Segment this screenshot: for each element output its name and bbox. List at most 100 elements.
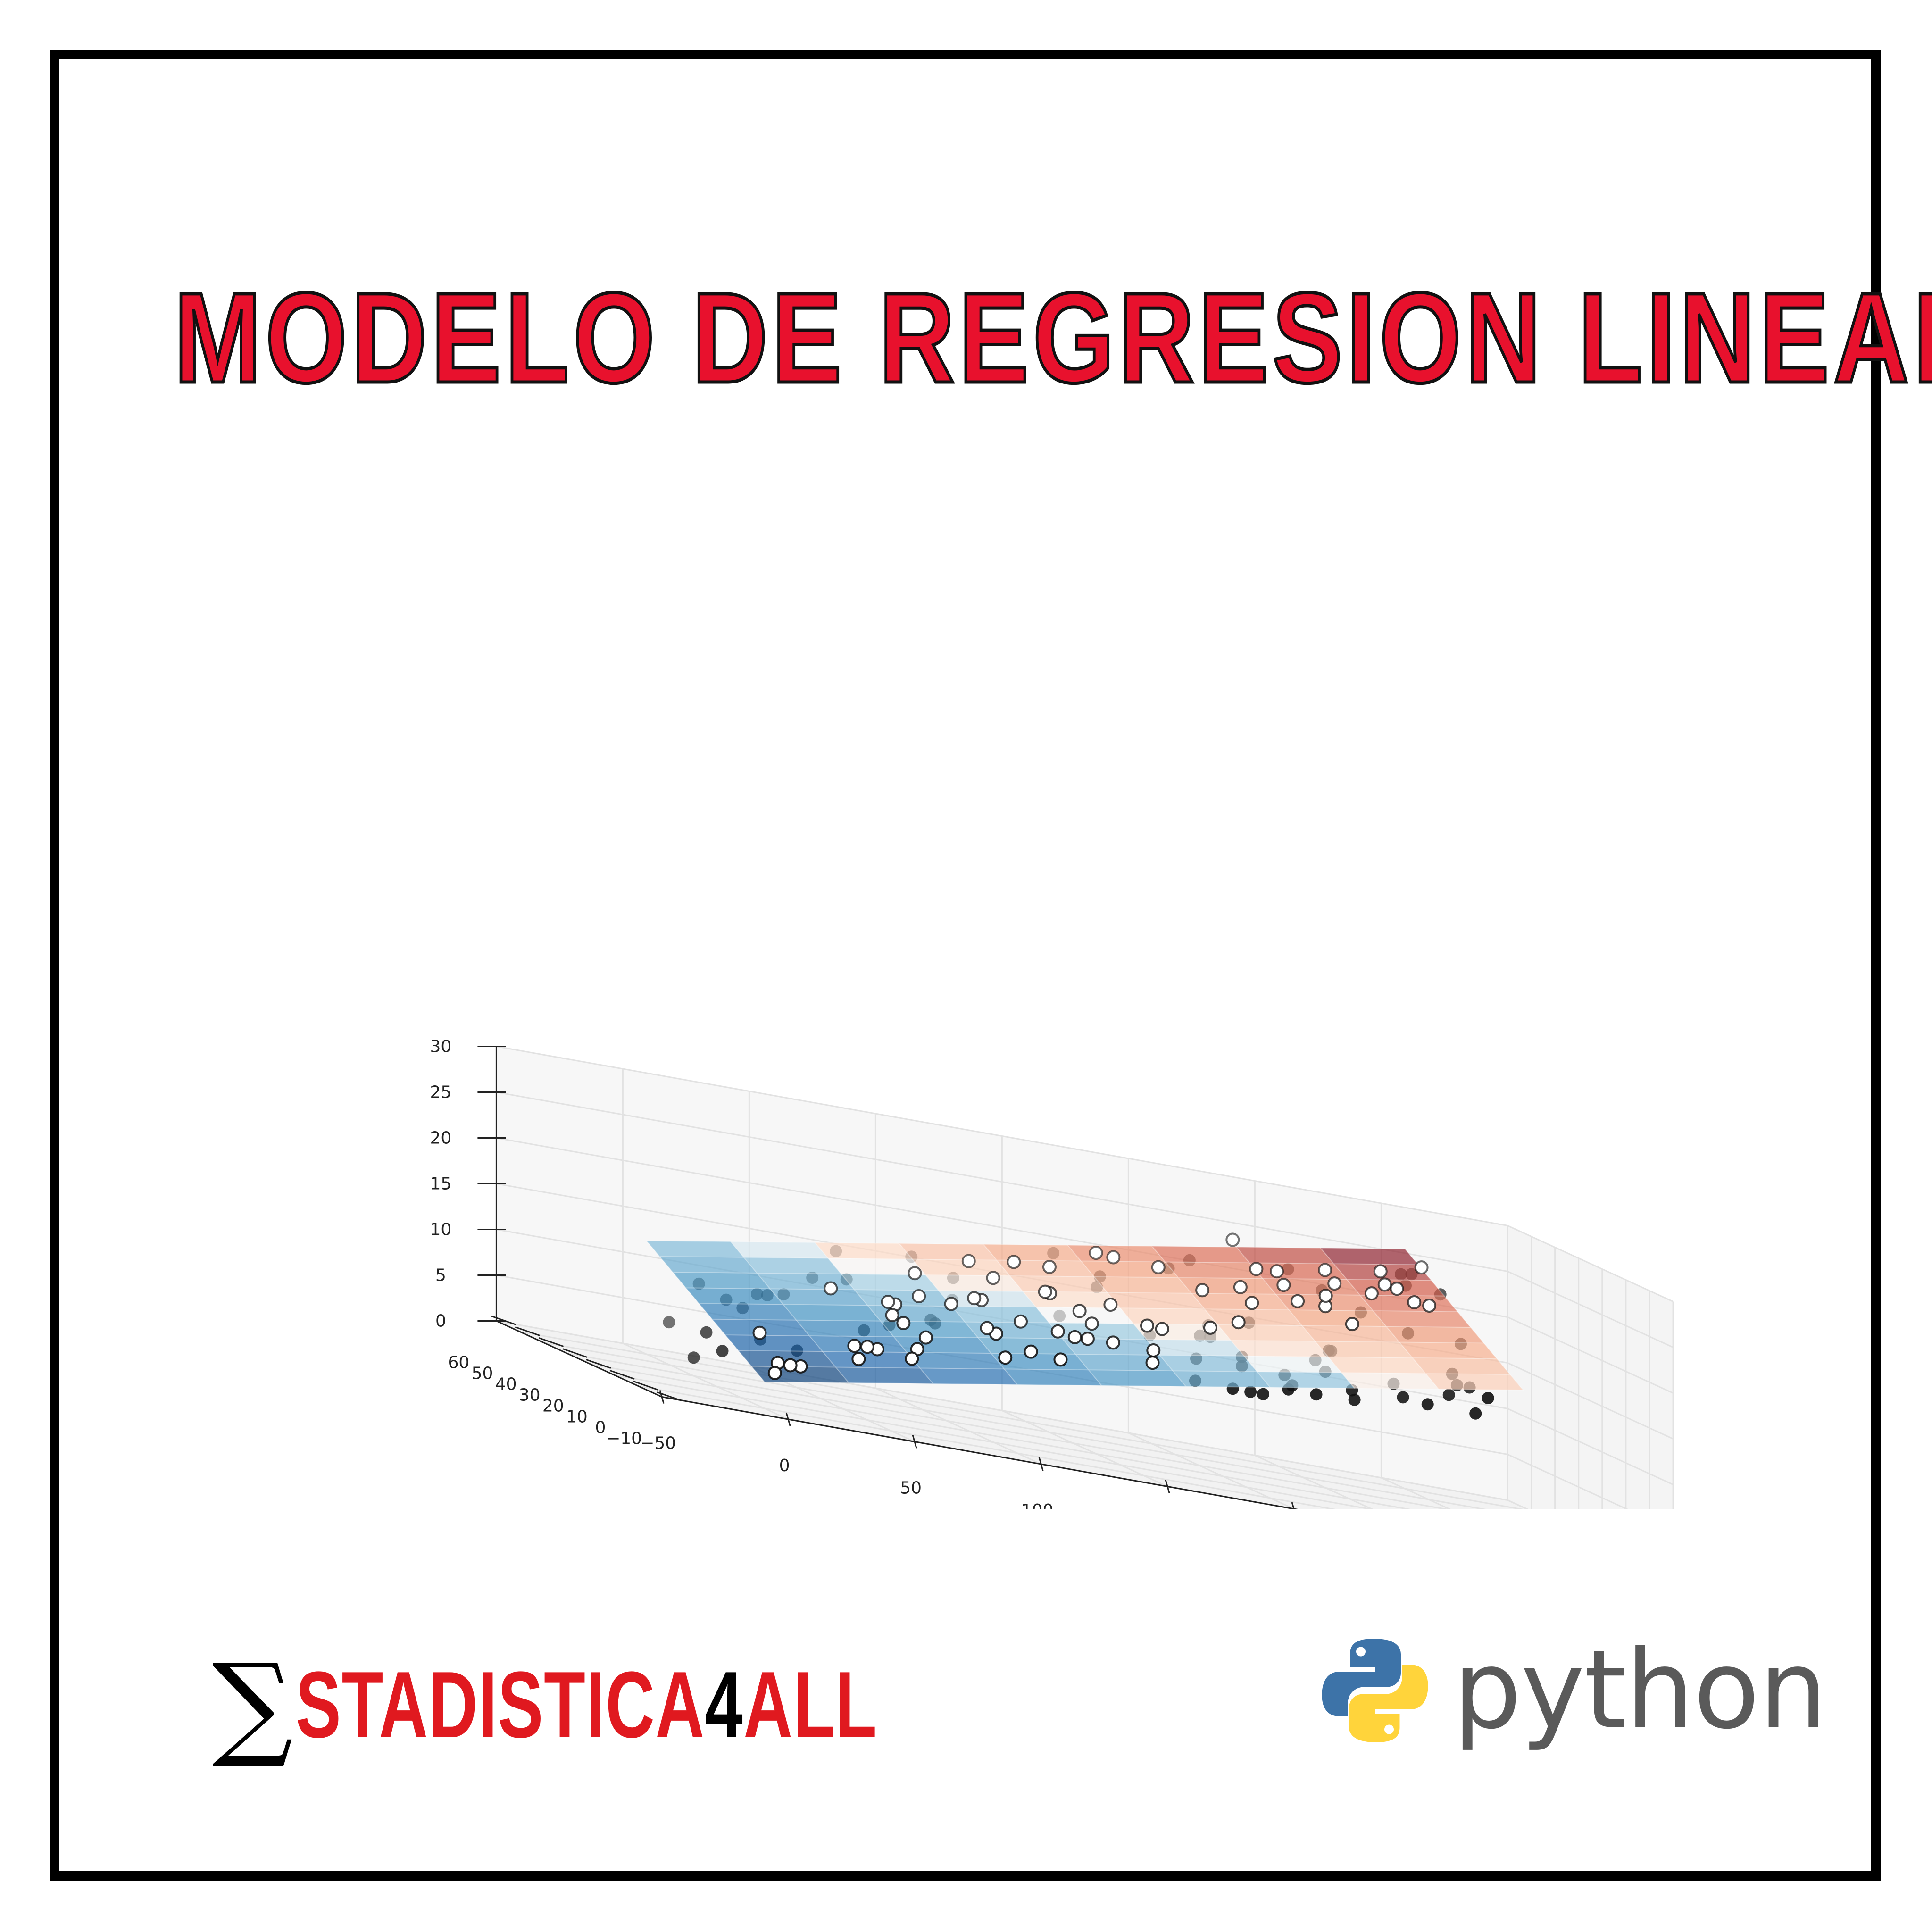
data-point	[1067, 1330, 1082, 1344]
plane-cell	[1145, 1339, 1245, 1357]
grid-line-z-back	[496, 1320, 1508, 1501]
data-point	[1373, 1264, 1388, 1279]
plane-cell	[1230, 1340, 1330, 1357]
data-point	[1291, 1294, 1305, 1308]
z-tick-label: 5	[435, 1266, 446, 1285]
grid-line-z-side	[1507, 1316, 1674, 1394]
data-point	[752, 1325, 767, 1340]
plane-cell	[1327, 1356, 1427, 1374]
data-point	[908, 1266, 922, 1281]
data-point	[1327, 1276, 1342, 1291]
plane-cell	[950, 1306, 1050, 1324]
data-point	[1414, 1260, 1429, 1275]
plane-cell	[1372, 1310, 1472, 1328]
brand-part1: STADISTICA	[296, 1652, 706, 1757]
grid-line-z-side	[1507, 1225, 1674, 1302]
plane-cell	[1008, 1275, 1108, 1293]
tick-mark	[1165, 1480, 1170, 1493]
data-point	[860, 1340, 874, 1354]
data-point	[1084, 1316, 1099, 1331]
plane-cell	[698, 1303, 798, 1321]
grid-line-y-floor	[614, 1374, 1376, 1509]
grid-line-x-floor	[622, 1342, 789, 1420]
data-point	[912, 1289, 926, 1303]
data-point	[896, 1316, 911, 1330]
z-tick-label: 10	[430, 1220, 451, 1240]
data-point	[1089, 1246, 1103, 1260]
data-point	[1042, 1259, 1057, 1274]
sigma-icon: ∑	[212, 1639, 293, 1771]
plane-cell	[983, 1244, 1082, 1262]
brand-part2: 4	[705, 1652, 744, 1757]
y-tick-label: 40	[495, 1375, 517, 1394]
plane-cell	[1151, 1245, 1251, 1264]
data-point	[1469, 1407, 1482, 1420]
plane-cell	[1424, 1373, 1524, 1391]
plane-cell	[756, 1272, 856, 1291]
python-logo: python	[1316, 1627, 1828, 1753]
x-tick-label: −50	[640, 1434, 676, 1453]
plane-cell	[1411, 1357, 1511, 1375]
data-point	[918, 1330, 933, 1345]
grid-line-y-floor	[591, 1364, 1414, 1509]
data-point	[980, 1321, 994, 1335]
data-point	[1442, 1389, 1455, 1401]
data-point	[1390, 1282, 1404, 1296]
python-wordmark: python	[1453, 1627, 1828, 1753]
plane-cell	[658, 1256, 758, 1274]
data-point	[1348, 1393, 1361, 1406]
tick-mark	[1038, 1457, 1044, 1471]
plane-cell	[964, 1321, 1064, 1339]
data-point	[1072, 1304, 1087, 1318]
data-point	[1014, 1314, 1028, 1329]
tick-mark	[1291, 1502, 1295, 1509]
plane-cell	[1203, 1308, 1303, 1326]
data-point	[1345, 1317, 1359, 1332]
plane-cell	[1288, 1309, 1388, 1327]
data-point	[1482, 1392, 1494, 1404]
y-tick-label: 10	[566, 1407, 588, 1427]
y-tick-label: −10	[606, 1429, 642, 1449]
plane-cell	[892, 1336, 992, 1354]
data-point	[1050, 1324, 1065, 1339]
data-point	[1276, 1278, 1291, 1292]
data-point	[1422, 1299, 1437, 1313]
plane-cell	[724, 1334, 824, 1352]
tick-mark	[912, 1435, 917, 1449]
plane-cell	[834, 1366, 934, 1384]
x-tick-label: 0	[779, 1456, 790, 1475]
z-tick-label: 15	[430, 1174, 451, 1194]
data-point	[1151, 1260, 1166, 1274]
x-tick-label: 100	[1021, 1501, 1054, 1509]
data-point	[1225, 1232, 1240, 1247]
data-point	[1007, 1255, 1021, 1269]
data-point	[1364, 1286, 1379, 1301]
plane-cell	[898, 1243, 998, 1261]
data-point	[851, 1352, 866, 1366]
chart-3d: −50050100150200250300350−100102030405060…	[430, 1037, 1674, 1509]
tick-mark	[659, 1390, 665, 1404]
plane-cell	[684, 1287, 784, 1305]
data-point	[687, 1351, 700, 1364]
plane-cell	[1256, 1371, 1356, 1389]
data-point	[1146, 1343, 1161, 1357]
plane-cell	[730, 1241, 829, 1259]
data-point	[961, 1254, 976, 1268]
tick-mark	[657, 1391, 682, 1401]
data-point	[1106, 1335, 1120, 1350]
data-point	[1310, 1388, 1323, 1401]
y-tick-label: 0	[595, 1418, 606, 1438]
data-point	[783, 1358, 798, 1373]
tick-mark	[609, 1370, 635, 1380]
plane-cell	[1093, 1276, 1193, 1294]
data-point	[847, 1339, 862, 1353]
plane-cell	[1106, 1291, 1206, 1310]
grid-line-x-floor	[875, 1387, 1041, 1465]
plane-cell	[906, 1352, 1006, 1370]
data-point	[1155, 1322, 1169, 1336]
data-point	[1038, 1284, 1052, 1299]
plane-cell	[1243, 1355, 1342, 1373]
data-point	[1080, 1332, 1095, 1346]
data-point	[1318, 1263, 1332, 1277]
grid-line-y-floor	[638, 1385, 1339, 1509]
